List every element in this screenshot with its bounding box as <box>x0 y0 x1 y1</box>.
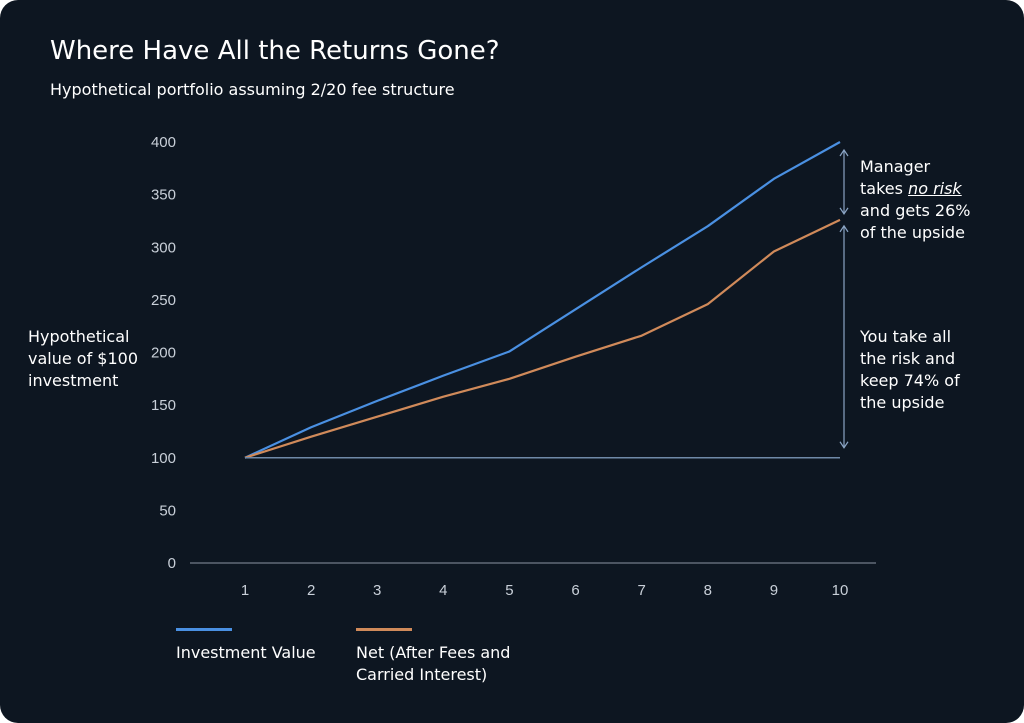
x-tick-label: 10 <box>832 582 849 599</box>
y-tick-label: 400 <box>151 134 176 151</box>
annotation-investor: You take all the risk and keep 74% of th… <box>860 327 960 412</box>
y-tick-label: 350 <box>151 187 176 204</box>
y-tick-label: 50 <box>159 502 176 519</box>
series-line-investment <box>244 141 841 459</box>
x-tick-label: 3 <box>373 582 381 599</box>
chart-subtitle: Hypothetical portfolio assuming 2/20 fee… <box>50 80 455 99</box>
arrow-manager-share-head-top <box>839 148 849 157</box>
y-tick-label: 200 <box>151 345 176 362</box>
arrow-manager-share-head-bottom <box>839 207 849 215</box>
legend-swatch-net <box>356 628 412 631</box>
x-tick-label: 2 <box>307 582 315 599</box>
x-tick-label: 1 <box>241 582 249 599</box>
x-tick-label: 5 <box>505 582 513 599</box>
y-axis-label: Hypothetical value of $100 investment <box>28 327 139 390</box>
y-tick-label: 250 <box>151 292 176 309</box>
series-line-net <box>244 218 841 459</box>
arrow-investor-share-head-top <box>839 224 849 233</box>
y-tick-label: 150 <box>151 397 176 414</box>
arrow-investor-share-head-bottom <box>839 441 849 449</box>
y-tick-label: 0 <box>168 555 176 572</box>
x-tick-label: 8 <box>704 582 712 599</box>
x-tick-label: 6 <box>571 582 579 599</box>
legend-swatch-investment <box>176 628 232 631</box>
chart-title: Where Have All the Returns Gone? <box>50 36 500 66</box>
y-tick-label: 100 <box>151 450 176 467</box>
legend-item-investment: Investment Value <box>176 643 316 662</box>
x-tick-label: 9 <box>770 582 778 599</box>
x-tick-label: 4 <box>439 582 447 599</box>
annotation-manager: Manager takes no risk and gets 26% of th… <box>860 157 971 242</box>
legend-item-net: Net (After Fees and Carried Interest) <box>356 643 511 684</box>
y-tick-label: 300 <box>151 239 176 256</box>
x-tick-label: 7 <box>637 582 645 599</box>
